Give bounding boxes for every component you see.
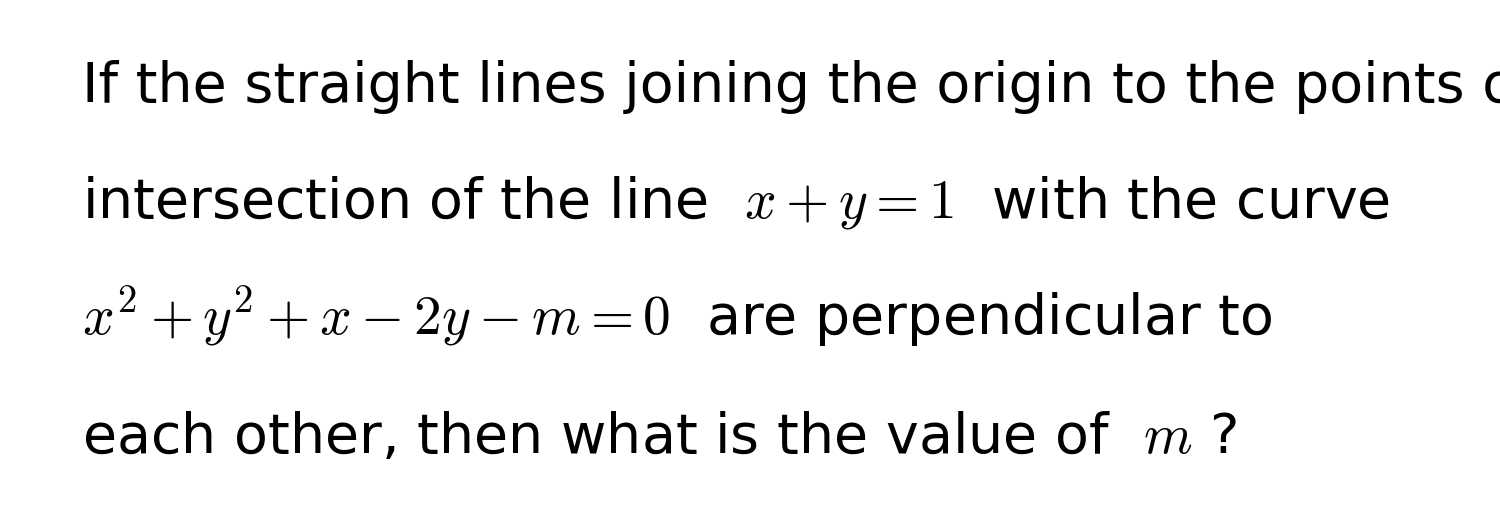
Text: If the straight lines joining the origin to the points of: If the straight lines joining the origin… [82,60,1500,114]
Text: $x^2 + y^2 + x - 2y - m = 0$  are perpendicular to: $x^2 + y^2 + x - 2y - m = 0$ are perpend… [82,285,1272,350]
Text: intersection of the line  $x + y = 1$  with the curve: intersection of the line $x + y = 1$ wit… [82,174,1390,231]
Text: each other, then what is the value of  $m$ ?: each other, then what is the value of $m… [82,411,1237,465]
